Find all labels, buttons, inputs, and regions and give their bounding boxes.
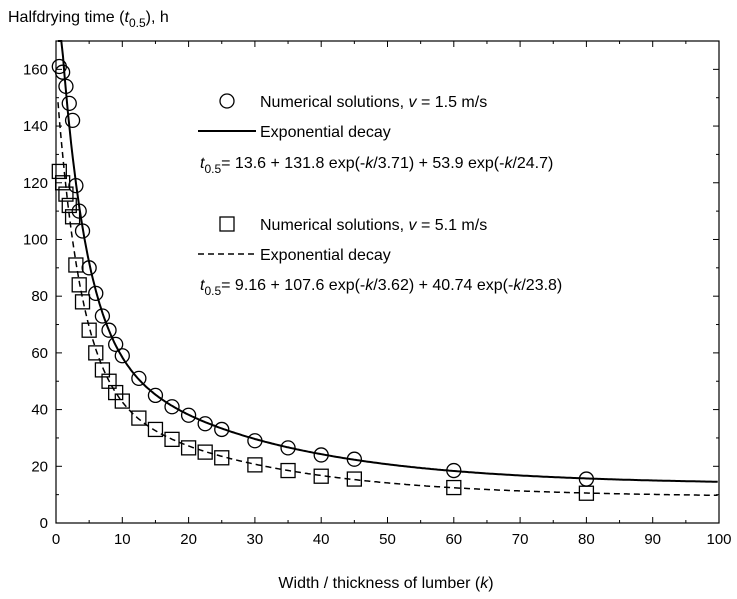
data-point-circle — [64, 112, 81, 129]
data-point-square — [247, 457, 263, 473]
data-point-square — [346, 471, 363, 487]
data-point-circle — [68, 177, 84, 194]
data-point-square — [58, 186, 74, 202]
legend-label-series-2: Numerical solutions, v = 5.1 m/s — [260, 217, 487, 234]
data-point-square — [446, 479, 462, 496]
data-point-square — [578, 485, 595, 501]
fit-curve-series-1 — [58, 40, 718, 483]
legend-equation-series-1: t0.5= 13.6 + 131.8 exp(-k/3.71) + 53.9 e… — [200, 155, 553, 176]
data-point-square — [74, 294, 91, 310]
data-point-circle — [147, 387, 164, 404]
data-point-circle — [74, 223, 91, 239]
y-tick-label: 120 — [23, 175, 48, 192]
x-tick-label: 0 — [52, 531, 60, 548]
data-point-circle — [94, 308, 111, 324]
data-point-square — [61, 197, 77, 214]
x-tick-label: 100 — [706, 531, 731, 548]
data-point-circle — [101, 322, 117, 338]
y-tick-label: 40 — [31, 402, 48, 419]
x-tick-label: 60 — [445, 531, 462, 548]
y-tick-label: 0 — [40, 515, 48, 532]
data-point-circle — [280, 440, 296, 456]
x-tick-label: 30 — [247, 531, 264, 548]
fit-curve-series-2 — [57, 102, 718, 497]
data-point-circle — [61, 95, 77, 112]
data-point-square — [51, 163, 67, 180]
x-tick-label: 80 — [578, 531, 595, 548]
y-tick-label: 160 — [23, 61, 48, 78]
x-tick-label: 10 — [114, 531, 131, 548]
data-point-circle — [88, 285, 104, 301]
y-axis-title: Halfdrying time (t0.5), h — [8, 9, 169, 30]
y-tick-label: 80 — [31, 288, 48, 305]
data-point-square — [81, 322, 97, 338]
fit-lines — [57, 40, 718, 497]
data-point-circle — [346, 451, 363, 467]
legend-fit-label-series-1: Exponential decay — [260, 124, 391, 141]
data-point-square — [180, 440, 197, 456]
x-axis-title: Width / thickness of lumber (k) — [278, 575, 493, 592]
data-point-circle — [131, 370, 147, 387]
y-tick-label: 100 — [23, 231, 48, 248]
legend: Numerical solutions, v = 1.5 m/s Exponen… — [198, 93, 562, 298]
y-tick-label: 140 — [23, 118, 48, 135]
data-point-square — [114, 393, 130, 409]
data-point-square — [71, 277, 87, 293]
data-point-square — [197, 444, 213, 460]
y-tick-label: 20 — [31, 458, 48, 475]
data-point-circle — [114, 348, 130, 364]
data-point-square — [280, 462, 296, 479]
x-tick-label: 20 — [180, 531, 197, 548]
data-point-circle — [58, 78, 74, 95]
data-point-square — [88, 345, 104, 361]
y-tick-label: 60 — [31, 345, 48, 362]
data-point-square — [54, 175, 71, 191]
legend-label-series-1: Numerical solutions, v = 1.5 m/s — [260, 94, 487, 111]
data-point-circle — [180, 407, 197, 423]
data-point-circle — [108, 336, 124, 353]
data-point-square — [313, 468, 329, 484]
data-point-circle — [54, 64, 71, 80]
x-tick-label: 70 — [512, 531, 529, 548]
data-point-square — [68, 257, 84, 273]
tick-labels: 0 10 20 30 40 50 60 70 80 90 100 0 20 40 60 80 100 120 140… — [23, 61, 732, 548]
data-point-square — [147, 421, 164, 438]
data-point-square — [214, 450, 230, 466]
ticks — [55, 40, 720, 524]
markers — [51, 58, 595, 501]
data-point-circle — [164, 399, 180, 415]
data-point-circle — [197, 416, 213, 432]
x-tick-label: 90 — [644, 531, 661, 548]
legend-equation-series-2: t0.5= 9.16 + 107.6 exp(-k/3.62) + 40.74 … — [200, 277, 562, 298]
data-point-circle — [446, 462, 462, 479]
legend-circle-marker — [219, 93, 235, 109]
data-point-square — [64, 209, 81, 225]
data-point-square — [164, 431, 180, 448]
data-point-square — [131, 410, 147, 426]
data-point-circle — [313, 447, 329, 463]
x-tick-label: 40 — [313, 531, 330, 548]
data-point-circle — [214, 421, 230, 438]
legend-fit-label-series-2: Exponential decay — [260, 247, 391, 264]
legend-square-marker — [219, 216, 235, 232]
x-tick-label: 50 — [379, 531, 396, 548]
data-point-circle — [81, 260, 97, 276]
data-point-circle — [247, 433, 263, 449]
